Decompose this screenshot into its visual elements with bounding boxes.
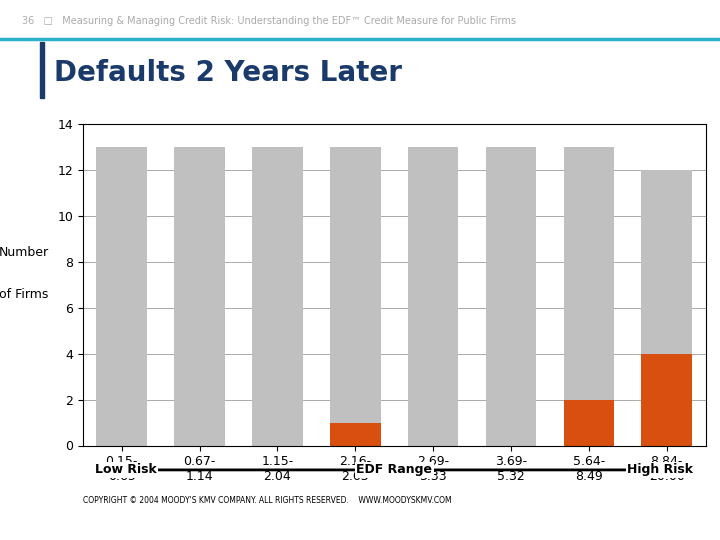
Text: of Firms: of Firms [0,288,48,301]
Text: COPYRIGHT © 2004 MOODY'S KMV COMPANY. ALL RIGHTS RESERVED.    WWW.MOODYSKMV.COM: COPYRIGHT © 2004 MOODY'S KMV COMPANY. AL… [83,496,451,504]
Bar [564,147,614,400]
Bar [174,147,225,446]
Bar [330,422,381,446]
Bar [252,147,302,446]
Text: Moody's | K·M·V: Moody's | K·M·V [593,15,698,28]
Text: Number: Number [0,246,49,259]
Bar [564,400,614,446]
Bar [40,42,44,98]
Text: Low Risk: Low Risk [95,463,157,476]
Text: 36   □   Measuring & Managing Credit Risk: Understanding the EDF™ Credit Measure: 36 □ Measuring & Managing Credit Risk: U… [22,16,516,26]
Text: High Risk: High Risk [627,463,693,476]
Bar [330,147,381,422]
Text: Defaults 2 Years Later: Defaults 2 Years Later [54,59,402,87]
Bar [642,354,692,445]
Bar [486,147,536,446]
Bar [96,147,147,446]
Bar [642,170,692,354]
Text: EDF Range: EDF Range [356,463,432,476]
Bar [408,147,459,446]
